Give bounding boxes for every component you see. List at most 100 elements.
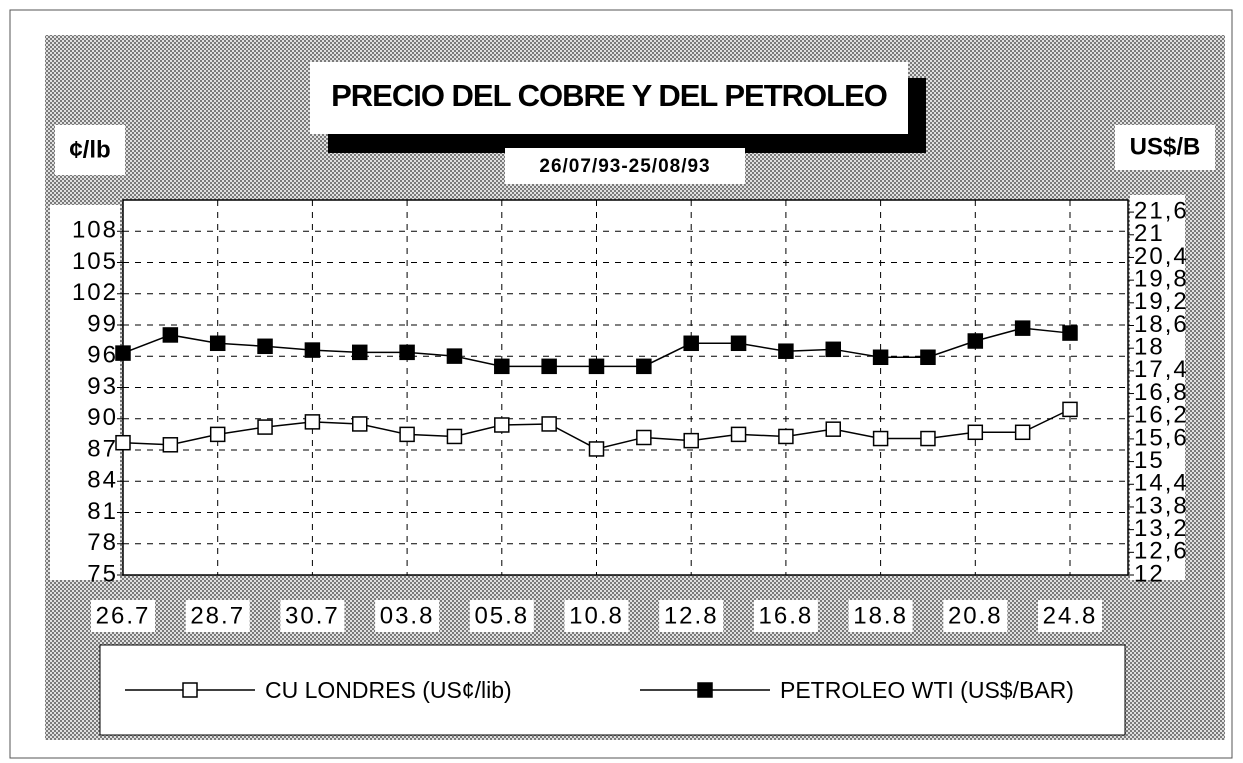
point-marker [446,428,463,445]
point-marker [494,358,510,375]
point-marker [257,419,273,435]
point-marker [825,341,841,358]
y2-tick-label: 15,6 [1134,424,1189,451]
subtitle-box [505,148,745,184]
x-tick-box [753,600,818,632]
point-marker [683,335,699,352]
x-tick-box [469,600,534,632]
y2-tick-box [1130,195,1185,580]
point-marker [730,426,747,443]
y2-tick-label: 18 [1134,334,1165,361]
point-marker [304,414,321,430]
point-marker [162,437,179,453]
point-marker [683,432,699,449]
point-marker [446,348,463,364]
y2-tick-label: 19,2 [1134,288,1189,315]
point-marker [494,417,510,433]
point-marker [209,426,226,443]
y-tick-label: 90 [87,404,118,431]
y2-label-box [1115,125,1215,170]
x-tick-label: 16.8 [759,602,814,629]
point-marker [304,342,321,358]
y-tick-label: 96 [87,342,118,369]
point-marker [920,430,936,447]
y2-tick-label: 18,6 [1134,311,1189,338]
point-marker [967,424,984,441]
point-marker [1014,424,1031,441]
x-tick-label: 20.8 [948,602,1003,629]
point-marker [872,430,889,447]
legend-label: CU LONDRES (US¢/lib) [265,677,512,703]
point-marker [541,358,557,375]
legend-marker [182,682,198,698]
y2-tick-label: 14,4 [1134,470,1189,497]
point-marker [872,349,889,366]
x-tick-label: 30.7 [285,602,340,629]
point-marker [1062,325,1078,341]
point-marker [636,429,652,446]
legend-marker [697,682,713,698]
point-marker [541,416,557,432]
point-marker [115,345,131,361]
point-marker [778,343,794,359]
title-box [310,62,908,134]
point-marker [636,358,652,375]
point-marker [920,349,936,366]
y2-tick-label: 20,4 [1134,243,1189,270]
point-marker [209,335,226,352]
y2-tick-label: 21,6 [1134,197,1189,224]
subtitle: 26/07/93-25/08/93 [539,156,710,177]
point-marker [257,338,273,355]
point-marker [352,416,368,432]
point-marker [399,344,415,361]
x-tick-label: 10.8 [569,602,624,629]
y-tick-label: 102 [72,279,118,306]
y2-tick-label: 12,6 [1134,538,1189,565]
point-marker [588,441,605,457]
y2-axis-label: US$/B [1130,133,1201,160]
x-tick-box [564,600,629,632]
x-tick-label: 12.8 [664,602,719,629]
y2-tick-label: 17,4 [1134,356,1189,383]
point-marker [778,428,794,445]
y-axis-label: ¢/lb [69,136,110,163]
y-tick-label: 99 [87,310,118,337]
y-tick-label: 84 [87,467,118,494]
y-tick-label: 87 [87,435,118,462]
legend-box [99,644,1126,736]
point-marker [352,344,368,361]
y-tick-label: 81 [87,498,118,525]
y-tick-label: 105 [72,248,118,275]
y2-tick-label: 21 [1134,220,1165,247]
x-tick-label: 03.8 [380,602,435,629]
x-tick-label: 05.8 [474,602,529,629]
chart-title: PRECIO DEL COBRE Y DEL PETROLEO [331,78,887,113]
y2-tick-label: 13,2 [1134,515,1189,542]
x-tick-box [659,600,724,632]
y2-tick-label: 13,8 [1134,492,1189,519]
x-tick-label: 28.7 [190,602,245,629]
x-tick-label: 26.7 [96,602,151,629]
x-tick-box [1038,600,1102,632]
x-tick-box [848,600,913,632]
y-tick-label: 78 [87,529,118,556]
y-tick-label: 108 [72,217,118,244]
point-marker [730,335,747,352]
point-marker [825,421,841,437]
point-marker [162,327,179,343]
y2-tick-label: 12 [1134,560,1165,587]
x-tick-box [91,600,155,632]
x-tick-box [185,600,250,632]
y-tick-label: 93 [87,373,118,400]
x-tick-label: 18.8 [853,602,908,629]
y2-tick-label: 16,2 [1134,402,1189,429]
point-marker [588,358,605,375]
y-tick-label: 75 [87,560,118,587]
x-tick-label: 24.8 [1043,602,1098,629]
point-marker [115,434,131,451]
y2-tick-label: 16,8 [1134,379,1189,406]
point-marker [1014,320,1031,336]
x-tick-box [280,600,345,632]
y-tick-box [50,205,120,580]
